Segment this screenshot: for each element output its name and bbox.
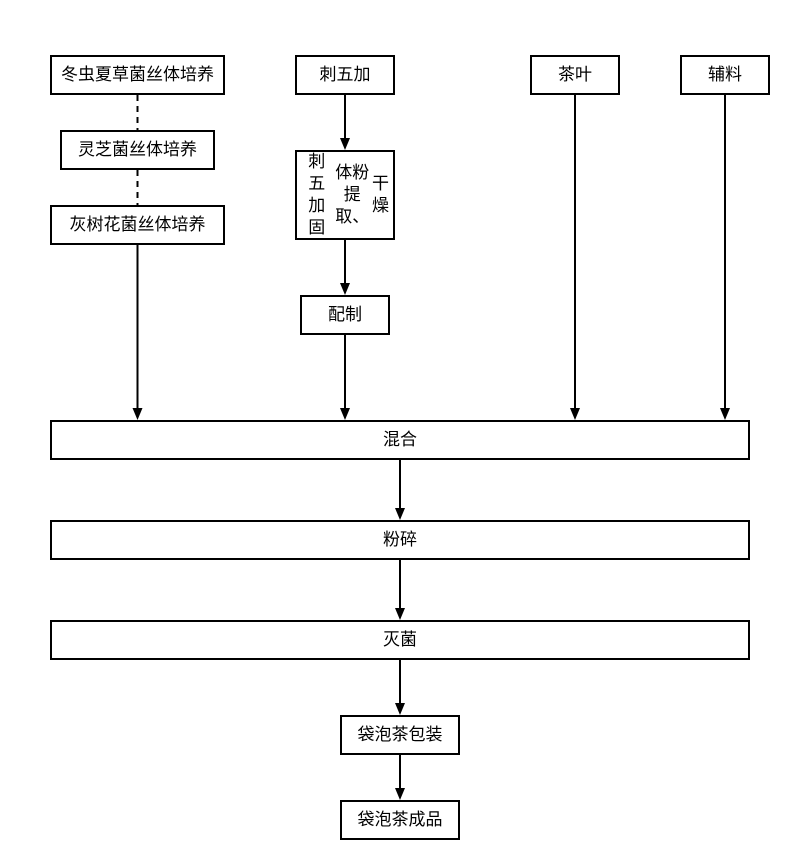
arrowhead-n7-n9 [570, 408, 580, 420]
arrowhead-n9-n10 [395, 508, 405, 520]
node-n5: 刺五加固体粉提取、干燥 [295, 150, 395, 240]
arrowhead-n8-n9 [720, 408, 730, 420]
arrowhead-n11-n12 [395, 703, 405, 715]
node-n13: 袋泡茶成品 [340, 800, 460, 840]
arrowhead-n12-n13 [395, 788, 405, 800]
node-n10: 粉碎 [50, 520, 750, 560]
arrowhead-n4-n5 [340, 138, 350, 150]
node-n6: 配制 [300, 295, 390, 335]
node-n4: 刺五加 [295, 55, 395, 95]
arrowhead-n10-n11 [395, 608, 405, 620]
arrowhead-n6-n9 [340, 408, 350, 420]
node-n3: 灰树花菌丝体培养 [50, 205, 225, 245]
node-n11: 灭菌 [50, 620, 750, 660]
arrowhead-n5-n6 [340, 283, 350, 295]
node-n1: 冬虫夏草菌丝体培养 [50, 55, 225, 95]
node-n12: 袋泡茶包装 [340, 715, 460, 755]
node-n9: 混合 [50, 420, 750, 460]
node-n2: 灵芝菌丝体培养 [60, 130, 215, 170]
arrowhead-n3-n9 [133, 408, 143, 420]
node-n7: 茶叶 [530, 55, 620, 95]
node-n8: 辅料 [680, 55, 770, 95]
